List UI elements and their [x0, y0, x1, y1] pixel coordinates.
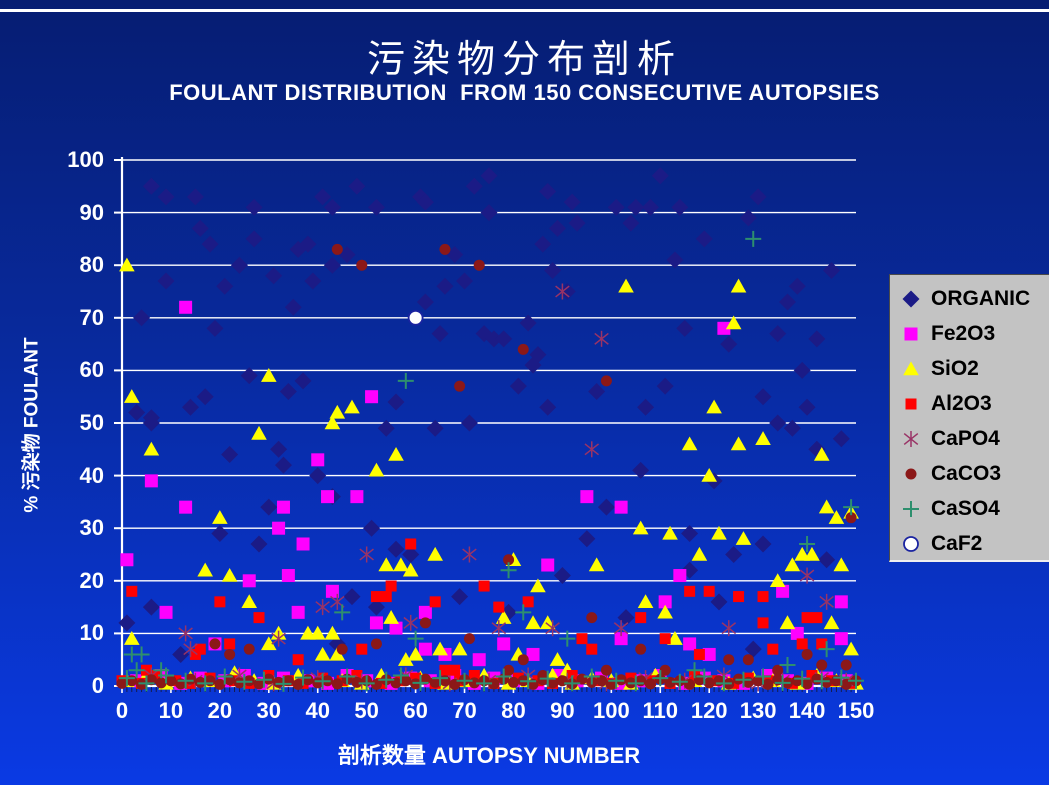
x-tick-label: 60 [403, 698, 428, 723]
caco3-dot-icon [905, 468, 917, 479]
series-al2o3 [116, 538, 857, 689]
x-tick-label: 120 [690, 698, 728, 723]
y-tick-label: 0 [91, 673, 104, 698]
legend-item-sio2: SiO2 [898, 351, 1049, 386]
y-axis-title: % 污染物 FOULANT [21, 337, 43, 513]
legend-item-capo4: CaPO4 [898, 421, 1049, 456]
x-tick-label: 90 [550, 698, 575, 723]
legend-label: Fe2O3 [931, 321, 996, 345]
series-sio2 [119, 257, 864, 690]
x-tick-label: 110 [642, 698, 679, 723]
al2o3-square-sm-icon [905, 398, 917, 409]
x-tick-label: 140 [788, 698, 826, 723]
series-fe2o3 [120, 300, 853, 690]
page-title: 污染物分布剖析 [366, 39, 682, 81]
y-tick-label: 60 [79, 357, 104, 383]
series-organic [118, 167, 850, 663]
x-tick-label: 30 [256, 698, 282, 723]
x-tick-label: 0 [115, 698, 129, 723]
y-tick-label: 70 [79, 304, 104, 330]
legend-label: Al2O3 [931, 391, 992, 415]
y-tick-label: 20 [79, 567, 104, 593]
legend-item-organic: ORGANIC [898, 281, 1049, 316]
x-tick-label: 10 [158, 698, 184, 723]
y-tick-label: 50 [79, 410, 104, 435]
sio2-triangle-icon [903, 360, 919, 375]
y-tick-label: 100 [67, 147, 104, 172]
caso4-plus-icon [903, 500, 919, 517]
x-tick-label: 40 [305, 698, 330, 723]
x-axis-title: 剖析数量 AUTOPSY NUMBER [337, 743, 641, 768]
y-tick-label: 30 [79, 515, 104, 541]
top-divider-line [0, 9, 1049, 12]
y-tick-label: 90 [79, 199, 104, 225]
series-caco3 [116, 243, 862, 690]
legend-label: CaPO4 [931, 426, 1000, 450]
series-caf2 [407, 309, 424, 326]
x-tick-label: 50 [354, 698, 379, 723]
legend: ORGANIC Fe2O3 SiO2 Al2O3 CaPO4 CaCO3 CaSO4 CaF2 [889, 274, 1049, 562]
series-caso4 [118, 230, 864, 692]
legend-label: CaCO3 [931, 461, 1002, 485]
x-tick-label: 70 [452, 698, 477, 723]
legend-item-fe2o3: Fe2O3 [898, 316, 1049, 351]
y-tick-label: 80 [79, 252, 104, 278]
legend-item-caso4: CaSO4 [898, 491, 1049, 526]
legend-label: CaSO4 [931, 496, 1000, 520]
y-tick-label: 40 [79, 462, 104, 488]
legend-item-al2o3: Al2O3 [898, 386, 1049, 421]
legend-label: ORGANIC [931, 286, 1031, 310]
x-tick-label: 100 [592, 698, 630, 723]
x-tick-label: 150 [837, 698, 875, 723]
organic-diamond-icon [902, 290, 920, 307]
x-tick-label: 20 [207, 698, 233, 723]
axes [120, 157, 857, 693]
legend-label: CaF2 [931, 531, 983, 555]
fe2o3-square-icon [904, 327, 918, 340]
legend-label: SiO2 [931, 356, 979, 380]
legend-item-caf2: CaF2 [898, 526, 1049, 561]
x-tick-label: 130 [739, 698, 777, 723]
x-tick-label: 80 [501, 698, 526, 723]
chart-subtitle: FOULANT DISTRIBUTION FROM 150 CONSECUTIV… [169, 80, 880, 105]
series-capo4 [144, 283, 854, 692]
capo4-star-icon [903, 430, 919, 447]
legend-item-caco3: CaCO3 [898, 456, 1049, 491]
y-tick-label: 10 [79, 620, 104, 646]
caf2-circle-open-icon [903, 535, 919, 552]
